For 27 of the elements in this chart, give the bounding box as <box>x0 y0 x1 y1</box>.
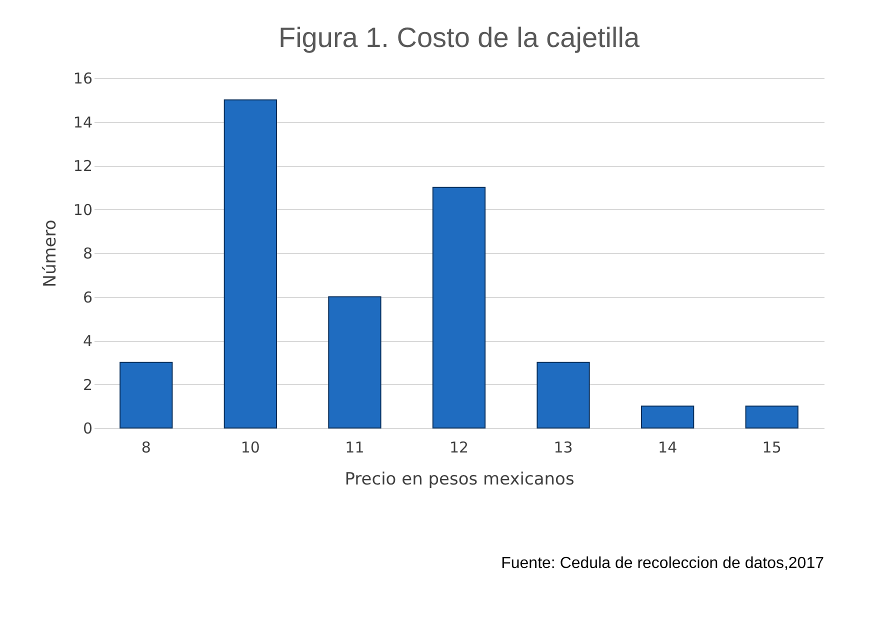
y-tick-label: 6 <box>82 288 92 306</box>
x-tick-label: 15 <box>762 438 782 456</box>
bar <box>641 406 694 428</box>
x-tick-label: 12 <box>449 438 469 456</box>
y-tick-label: 10 <box>73 200 92 219</box>
bar <box>432 186 486 428</box>
x-axis-title: Precio en pesos mexicanos <box>344 470 574 490</box>
y-tick-label: 0 <box>82 420 92 438</box>
chart-title: Figura 1. Costo de la cajetilla <box>278 22 640 53</box>
x-tick-label: 13 <box>554 438 573 456</box>
y-tick-label: 14 <box>73 113 92 132</box>
y-tick-label: 4 <box>82 332 92 350</box>
y-tick-label: 12 <box>73 157 92 175</box>
x-tick-label: 14 <box>658 438 678 456</box>
y-tick-label: 2 <box>82 376 92 394</box>
bar <box>536 362 590 428</box>
bar <box>120 362 173 428</box>
y-tick-label: 8 <box>82 244 92 262</box>
y-tick-label: 16 <box>73 70 92 88</box>
x-tick-label: 10 <box>240 438 260 456</box>
bar <box>745 406 798 428</box>
bar <box>224 99 277 428</box>
y-axis-title: Número <box>40 220 60 288</box>
x-tick-label: 8 <box>141 438 151 456</box>
bar <box>328 296 382 428</box>
source-note: Fuente: Cedula de recoleccion de datos,2017 <box>501 555 824 572</box>
x-tick-label: 11 <box>345 438 364 456</box>
